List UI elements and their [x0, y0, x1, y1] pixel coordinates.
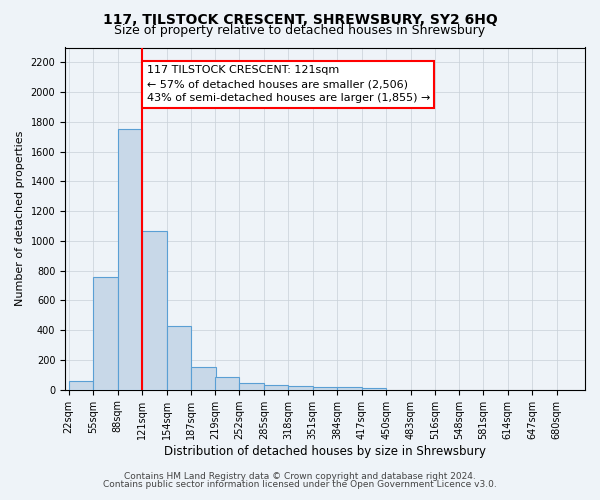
Bar: [264, 384, 288, 390]
Bar: [69, 381, 93, 390]
Bar: [288, 386, 313, 390]
Bar: [167, 326, 191, 390]
Y-axis label: Number of detached properties: Number of detached properties: [15, 131, 25, 306]
Text: 117, TILSTOCK CRESCENT, SHREWSBURY, SY2 6HQ: 117, TILSTOCK CRESCENT, SHREWSBURY, SY2 …: [103, 12, 497, 26]
Bar: [239, 383, 264, 390]
Bar: [118, 130, 142, 390]
Bar: [142, 230, 167, 390]
Bar: [93, 276, 118, 390]
Bar: [337, 388, 362, 390]
Text: Size of property relative to detached houses in Shrewsbury: Size of property relative to detached ho…: [115, 24, 485, 37]
Bar: [362, 388, 386, 390]
Bar: [191, 366, 215, 390]
Bar: [215, 377, 239, 390]
Bar: [313, 386, 337, 390]
X-axis label: Distribution of detached houses by size in Shrewsbury: Distribution of detached houses by size …: [164, 444, 486, 458]
Text: Contains public sector information licensed under the Open Government Licence v3: Contains public sector information licen…: [103, 480, 497, 489]
Text: 117 TILSTOCK CRESCENT: 121sqm
← 57% of detached houses are smaller (2,506)
43% o: 117 TILSTOCK CRESCENT: 121sqm ← 57% of d…: [146, 66, 430, 104]
Text: Contains HM Land Registry data © Crown copyright and database right 2024.: Contains HM Land Registry data © Crown c…: [124, 472, 476, 481]
